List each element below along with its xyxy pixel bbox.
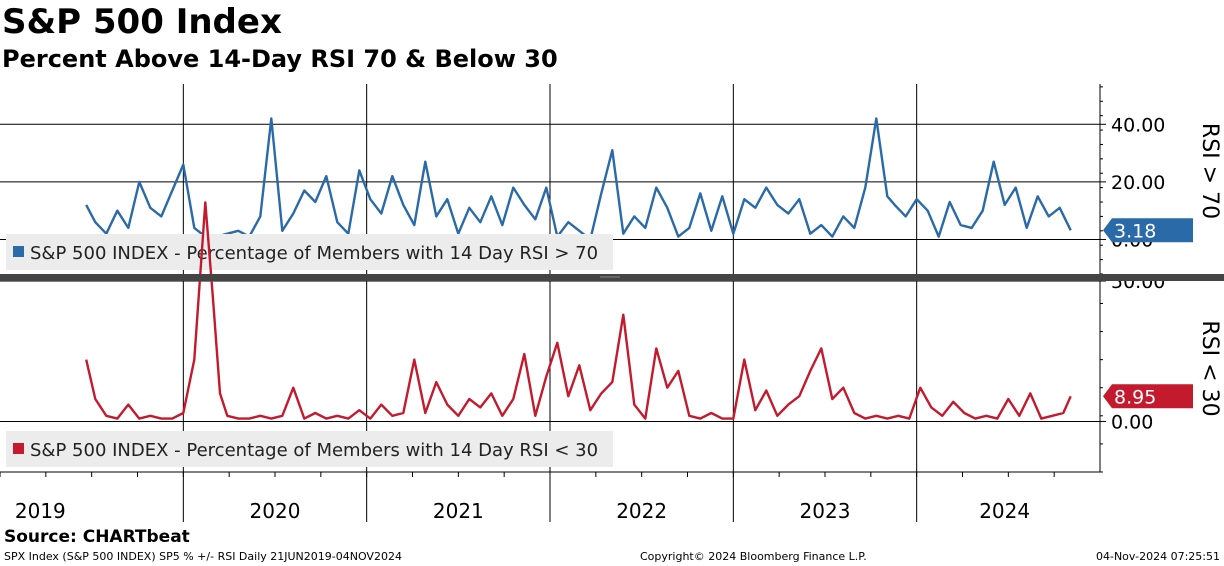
source-label: Source: CHARTbeat [4, 527, 190, 547]
x-tick-label-2024: 2024 [979, 499, 1030, 522]
x-tick-label-2020: 2020 [250, 499, 301, 522]
legend-box-1 [6, 431, 613, 467]
axis-title-0: RSI > 70 [1197, 123, 1222, 219]
legend-label-0: S&P 500 INDEX - Percentage of Members wi… [30, 243, 598, 264]
x-tick-label-2021: 2021 [433, 499, 484, 522]
footer-ticker-info: SPX Index (S&P 500 INDEX) SP5 % +/- RSI … [4, 550, 402, 563]
footer-timestamp: 04-Nov-2024 07:25:51 [1095, 550, 1220, 563]
x-tick-label-2023: 2023 [800, 499, 851, 522]
chart-title: S&P 500 Index [2, 2, 282, 42]
y-tick-label-0-1: 20.00 [1111, 172, 1165, 194]
last-value-label-1: 8.95 [1114, 386, 1156, 408]
last-value-tag-1 [1103, 384, 1193, 409]
legend-swatch-1 [13, 443, 24, 454]
y-tick-label-1-0: 0.00 [1111, 411, 1153, 433]
chart-canvas: 0.00 20.00 40.00 3.18 RSI > 70 S&P 500 INDEX … [0, 84, 1224, 522]
legend-label-1: S&P 500 INDEX - Percentage of Members wi… [30, 440, 598, 461]
legend-swatch-0 [13, 246, 24, 257]
series-line-1 [85, 201, 1072, 420]
chart-subtitle: Percent Above 14-Day RSI 70 & Below 30 [2, 45, 558, 73]
y-tick-label-0-2: 40.00 [1111, 114, 1165, 136]
footer-copyright: Copyright© 2024 Bloomberg Finance L.P. [640, 550, 867, 563]
last-value-tag-0 [1103, 218, 1193, 243]
last-value-label-0: 3.18 [1114, 220, 1156, 242]
series-line-0 [85, 117, 1072, 241]
x-tick-label-2022: 2022 [616, 499, 667, 522]
x-tick-label-2019: 2019 [15, 499, 66, 522]
legend-box-0 [6, 234, 613, 270]
axis-title-1: RSI < 30 [1197, 320, 1222, 416]
